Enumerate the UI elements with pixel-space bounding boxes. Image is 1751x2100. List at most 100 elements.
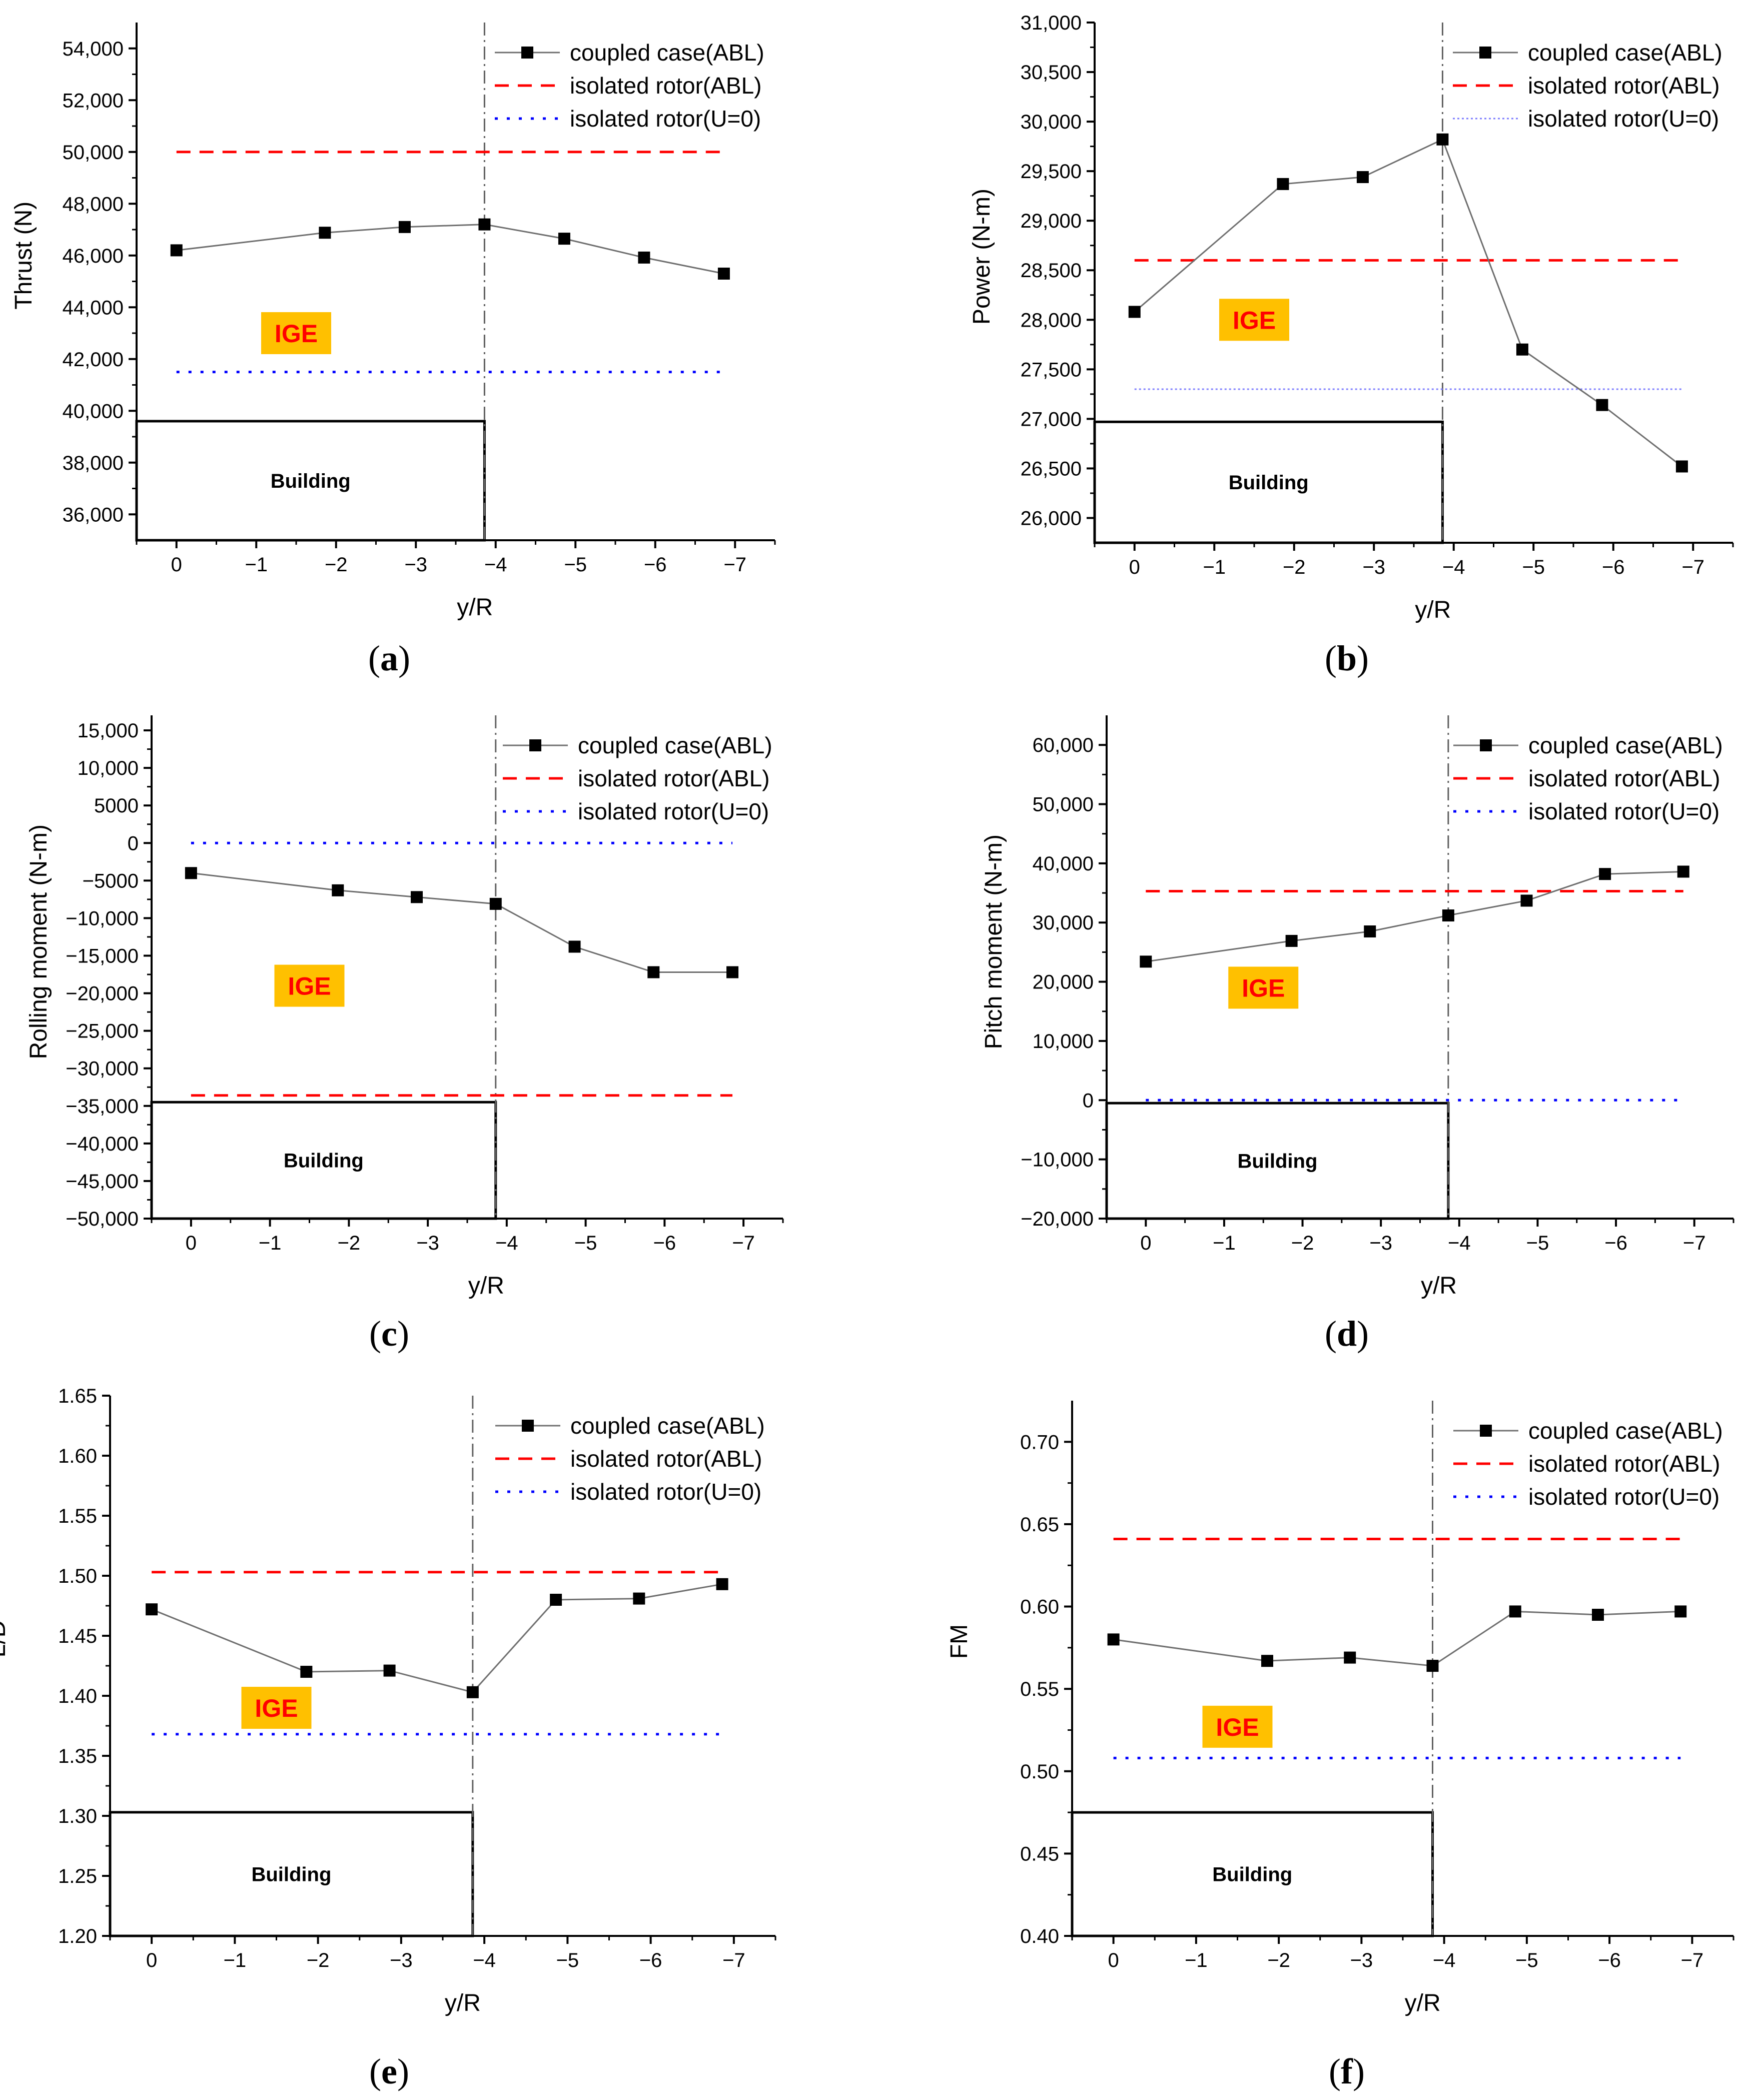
x-tick-label: −4 xyxy=(1442,556,1465,578)
y-tick-label: 28,000 xyxy=(1021,309,1082,331)
y-tick-label: 46,000 xyxy=(63,245,124,267)
y-tick-label: 10,000 xyxy=(78,757,139,779)
y-tick-label: 10,000 xyxy=(1033,1030,1094,1053)
y-tick-label: 1.25 xyxy=(58,1865,97,1887)
coupled-case-point xyxy=(1677,865,1689,878)
y-tick-label: −10,000 xyxy=(1021,1149,1094,1171)
ige-badge xyxy=(1202,1705,1273,1748)
x-tick-label: −6 xyxy=(1602,556,1625,578)
x-tick-label: −4 xyxy=(495,1232,518,1254)
chart-b: Building IGE 26,000 26,500 27,000 27,500 28,00… xyxy=(969,12,1734,623)
caption-c: (c) xyxy=(369,1314,409,1354)
x-tick-label: −1 xyxy=(259,1232,282,1254)
x-tick-label: 0 xyxy=(1129,556,1140,578)
x-tick-label: −7 xyxy=(732,1232,755,1254)
coupled-case-point xyxy=(146,1603,158,1616)
y-tick-label: 0 xyxy=(128,832,139,854)
x-tick-label: −5 xyxy=(1526,1232,1549,1254)
coupled-case-point xyxy=(717,267,730,280)
y-tick-label: −20,000 xyxy=(66,983,139,1005)
x-tick-label: −2 xyxy=(307,1949,330,1971)
x-tick-label: −5 xyxy=(1522,556,1545,578)
coupled-case-point xyxy=(1675,460,1688,473)
x-tick-label: −6 xyxy=(653,1232,676,1254)
caption-a: (a) xyxy=(368,638,410,678)
building-label: Building xyxy=(271,470,351,492)
coupled-case-point xyxy=(1674,1605,1687,1618)
chart-d: Building IGE −20,000 −10,000 0 10,000 20,000 30… xyxy=(981,715,1734,1299)
building-label: Building xyxy=(1237,1151,1317,1173)
ige-label: IGE xyxy=(288,972,331,1000)
y-tick-label: −10,000 xyxy=(66,907,139,929)
legend-coupled-case-label: coupled case(ABL) xyxy=(1528,1418,1723,1444)
coupled-case-point xyxy=(1520,894,1533,907)
coupled-case-point xyxy=(1599,868,1611,880)
coupled-case-point xyxy=(411,891,423,903)
x-tick-label: −3 xyxy=(1369,1232,1392,1254)
y-tick-label: 1.60 xyxy=(58,1445,97,1467)
coupled-case-point xyxy=(300,1666,313,1678)
caption-c-label: c xyxy=(381,1314,397,1354)
coupled-case-point xyxy=(478,218,491,231)
building-box xyxy=(135,420,486,542)
coupled-case-point xyxy=(1516,343,1528,356)
caption-b-label: b xyxy=(1336,638,1357,678)
coupled-case-line xyxy=(176,224,724,275)
coupled-case-point xyxy=(1591,1609,1604,1621)
caption-f-label: f xyxy=(1341,2051,1353,2091)
coupled-case-point xyxy=(185,867,197,879)
y-tick-label: 36,000 xyxy=(63,504,124,526)
y-tick-label: 60,000 xyxy=(1033,734,1094,756)
coupled-case-point xyxy=(332,884,344,896)
legend-coupled-case-label: coupled case(ABL) xyxy=(570,1413,765,1439)
x-tick-label: −1 xyxy=(1203,556,1226,578)
coupled-case-line xyxy=(1134,138,1682,467)
coupled-case-point xyxy=(558,233,570,245)
y-tick-label: 1.50 xyxy=(58,1565,97,1587)
y-tick-label: 42,000 xyxy=(63,349,124,371)
caption-d-label: d xyxy=(1336,1314,1357,1354)
y-tick-label: −20,000 xyxy=(1021,1208,1094,1230)
coupled-case-point xyxy=(1107,1633,1120,1646)
legend-coupled-case-marker xyxy=(1480,1425,1492,1437)
caption-e: (e) xyxy=(369,2051,409,2091)
x-tick-label: −4 xyxy=(1448,1232,1471,1254)
x-tick-label: −6 xyxy=(644,554,667,576)
coupled-case-point xyxy=(1509,1605,1521,1618)
building-box xyxy=(1093,420,1444,544)
y-tick-label: 30,000 xyxy=(1021,111,1082,133)
y-tick-label: 28,500 xyxy=(1021,260,1082,282)
ige-label: IGE xyxy=(1216,1713,1259,1741)
y-tick-label: −50,000 xyxy=(66,1208,139,1230)
y-tick-label: 0.65 xyxy=(1020,1514,1059,1536)
y-tick-label: 0.50 xyxy=(1020,1761,1059,1783)
coupled-case-point xyxy=(170,244,183,257)
ige-badge xyxy=(1228,966,1299,1009)
y-tick-label: −5000 xyxy=(83,870,139,892)
coupled-case-point xyxy=(716,1578,728,1590)
coupled-case-point xyxy=(550,1594,562,1606)
legend: coupled case(ABL) isolated rotor(ABL) isol… xyxy=(495,40,764,132)
y-tick-label: 50,000 xyxy=(63,142,124,164)
y-tick-label: 1.45 xyxy=(58,1625,97,1647)
y-axis-title: L/D xyxy=(0,1620,11,1658)
legend-isolated-rotor-u0-label: isolated rotor(U=0) xyxy=(570,106,761,132)
ige-label: IGE xyxy=(1233,306,1276,334)
x-tick-label: −2 xyxy=(338,1232,361,1254)
y-tick-label: 20,000 xyxy=(1033,971,1094,993)
legend: coupled case(ABL) isolated rotor(ABL) isol… xyxy=(503,732,772,824)
x-tick-label: −5 xyxy=(564,554,587,576)
y-tick-label: 1.20 xyxy=(58,1925,97,1947)
coupled-case-point xyxy=(1285,934,1298,947)
x-tick-label: −7 xyxy=(1681,1949,1704,1971)
building-label: Building xyxy=(284,1150,364,1172)
y-axis-title: Pitch moment (N-m) xyxy=(981,834,1007,1049)
ige-badge xyxy=(261,312,331,354)
y-tick-label: 27,500 xyxy=(1021,359,1082,381)
coupled-case-point xyxy=(383,1664,396,1677)
y-tick-label: 29,500 xyxy=(1021,161,1082,183)
chart-e: Building IGE 1.20 1.25 1.30 1.35 1.40 1.45 1.50 1… xyxy=(0,1385,776,2016)
y-tick-label: 0.55 xyxy=(1020,1678,1059,1700)
y-tick-label: 40,000 xyxy=(1033,853,1094,875)
coupled-case-point xyxy=(1261,1655,1273,1667)
